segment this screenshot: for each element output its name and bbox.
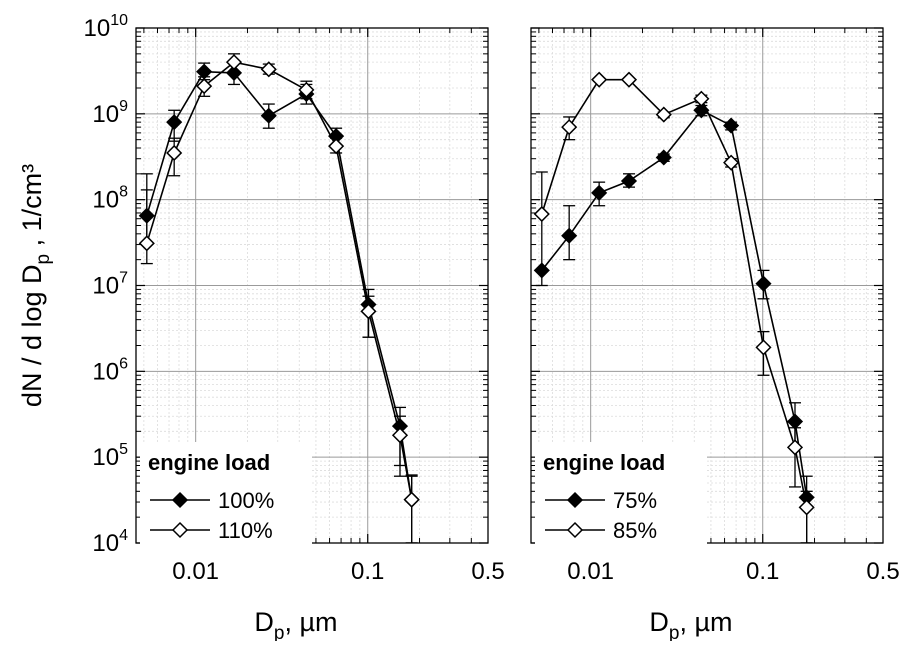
data-point-filled (166, 114, 183, 131)
data-point-open (620, 71, 638, 88)
y-tick-label: 104 (92, 527, 128, 557)
data-point-open (138, 235, 155, 252)
data-point-filled (786, 413, 804, 430)
legend-entry-label: 100% (218, 488, 274, 513)
data-point-filled (591, 184, 608, 201)
data-point-open (798, 499, 815, 516)
x-tick-label: 0.5 (866, 558, 899, 585)
series-line (146, 61, 413, 500)
data-point-open (723, 154, 740, 171)
legend-title: engine load (148, 450, 270, 475)
y-tick-label: 105 (92, 441, 128, 471)
data-point-open (561, 119, 578, 136)
legend-entry-label: 85% (613, 518, 657, 543)
y-axis-title: dN / d log Dp , 1/cm³ (17, 164, 54, 407)
data-point-open (403, 491, 420, 508)
series-line (541, 78, 808, 508)
data-point-open (755, 339, 772, 356)
x-tick-label: 0.01 (172, 558, 219, 585)
x-tick-label: 0.5 (471, 558, 504, 585)
panel-series-group (138, 53, 420, 543)
y-tick-label: 1010 (84, 12, 129, 42)
data-point-filled (655, 149, 672, 166)
data-point-filled (620, 172, 638, 190)
data-point-open (533, 205, 550, 223)
data-point-open (260, 61, 277, 78)
data-point-open (166, 144, 183, 162)
legend-title: engine load (543, 450, 665, 475)
x-axis-title: Dp, µm (649, 607, 732, 641)
data-point-open (328, 138, 345, 155)
series-85pct (533, 71, 815, 543)
x-tick-label: 0.1 (351, 558, 384, 585)
x-tick-label: 0.01 (567, 558, 614, 585)
data-point-open (360, 303, 377, 320)
panel-series-group (533, 71, 815, 543)
series-line (146, 70, 413, 500)
labels-layer: 0.01 0.1 0.5 104 105 106 107 108 109 1010 Dp, µm dN… (17, 12, 900, 644)
data-point-filled (723, 117, 740, 134)
y-tick-label: 109 (92, 98, 128, 128)
legend-marker-open (171, 521, 189, 539)
legend-entry-label: 75% (613, 488, 657, 513)
y-tick-label: 106 (92, 355, 128, 385)
x-axis-title: Dp, µm (254, 607, 337, 641)
x-tick-label: 0.1 (746, 558, 779, 585)
legend-marker-open (566, 521, 584, 539)
data-point-open (591, 71, 608, 88)
series-layer (138, 53, 815, 543)
data-point-filled (755, 275, 772, 292)
data-point-open (655, 106, 672, 123)
legend-marker-filled (566, 491, 584, 509)
series-line (541, 109, 808, 498)
data-point-filled (561, 227, 578, 244)
data-point-filled (260, 107, 277, 124)
y-tick-label: 107 (92, 270, 128, 300)
data-point-open (786, 439, 804, 456)
legend-layer: engine load 100% 110% engine load 75% 85% (140, 442, 707, 558)
y-tick-label: 108 (92, 184, 128, 214)
legend-marker-filled (171, 491, 189, 509)
data-point-open (391, 427, 409, 444)
data-point-open (298, 81, 315, 98)
series-110pct (138, 53, 420, 543)
legend-entry-label: 110% (218, 518, 273, 543)
data-point-open (693, 90, 710, 107)
data-point-open (225, 54, 243, 71)
data-point-open (196, 78, 213, 95)
